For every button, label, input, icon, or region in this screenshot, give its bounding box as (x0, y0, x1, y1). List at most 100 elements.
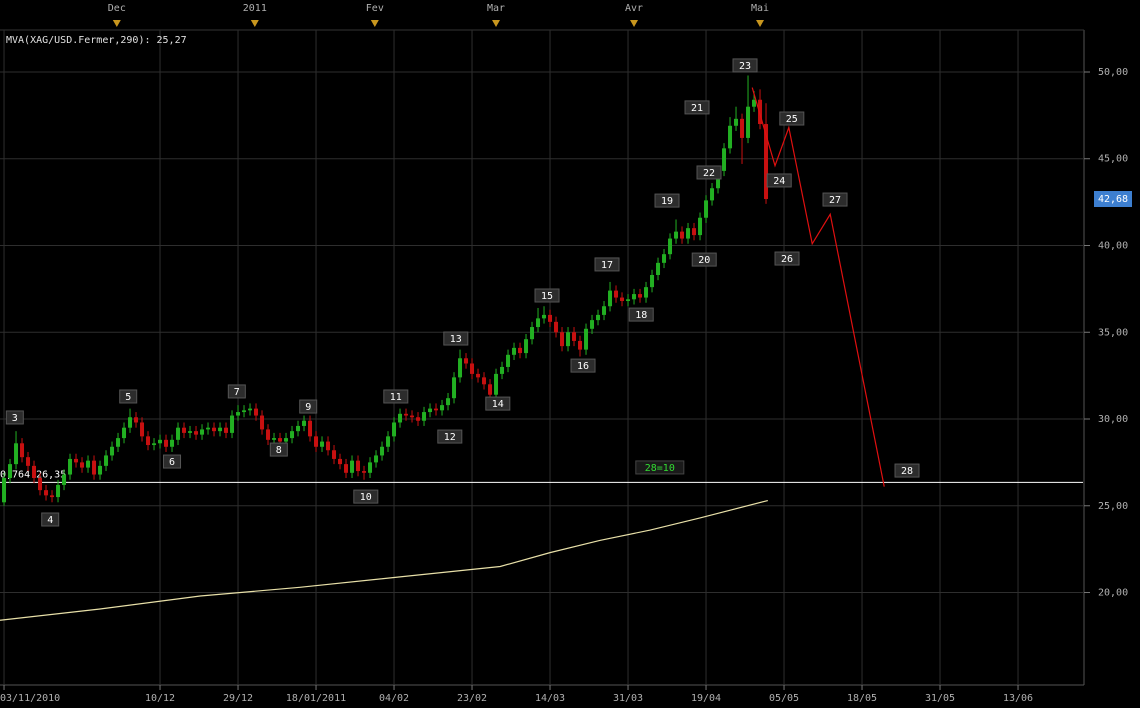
candle-body (158, 439, 163, 444)
candle-body (518, 347, 523, 354)
candle-body (428, 408, 433, 413)
x-tick-label: 23/02 (457, 693, 487, 704)
candle-body (32, 465, 37, 479)
candle-body (728, 125, 733, 149)
note-label: 28=10 (645, 463, 675, 474)
wave-label: 16 (577, 361, 589, 372)
candle-body (716, 170, 721, 189)
wave-label: 20 (698, 255, 710, 266)
candle-body (680, 231, 685, 239)
x-tick-label: 13/06 (1003, 693, 1033, 704)
wave-label-box (894, 463, 920, 478)
wave-label: 4 (47, 515, 53, 526)
candle-body (62, 474, 67, 485)
wave-label-box (779, 111, 805, 126)
month-marker (250, 20, 259, 27)
wave-label: 22 (703, 168, 715, 179)
candle-body (128, 417, 133, 428)
wave-label: 10 (360, 492, 372, 503)
candle-body (656, 262, 661, 275)
candle-body (434, 408, 439, 411)
candle-body (302, 420, 307, 426)
x-tick-label: 18/01/2011 (286, 693, 346, 704)
candle-body (482, 377, 487, 385)
x-tick-label: 03/11/2010 (0, 693, 60, 704)
candle-body (362, 471, 367, 473)
wave-label-box (684, 100, 710, 115)
candle-body (734, 118, 739, 126)
candle-body (254, 408, 259, 416)
wave-label: 27 (829, 195, 841, 206)
candle-body (470, 363, 475, 374)
wave-label-box (5, 410, 24, 425)
candle-body (584, 328, 589, 350)
candle-body (338, 458, 343, 465)
candle-body (98, 465, 103, 475)
candle-body (578, 340, 583, 350)
y-tick-label: 20,00 (1098, 588, 1128, 599)
wave-label-box (119, 389, 138, 404)
candle-body (242, 410, 247, 413)
candle-body (194, 431, 199, 435)
y-tick-label: 50,00 (1098, 67, 1128, 78)
month-label: 2011 (243, 3, 267, 14)
candle-body (758, 99, 763, 125)
candle-body (218, 427, 223, 432)
candle-body (638, 294, 643, 298)
candle-body (230, 415, 235, 433)
candle-body (248, 408, 253, 411)
candle-body (614, 290, 619, 298)
candle-body (404, 413, 409, 416)
candle-body (224, 427, 229, 433)
month-label: Fev (366, 3, 384, 14)
candle-body (416, 417, 421, 421)
month-marker (756, 20, 765, 27)
wave-label: 12 (444, 432, 456, 443)
candle-body (410, 415, 415, 418)
candle-body (278, 438, 283, 442)
candle-body (14, 443, 19, 465)
candle-body (446, 398, 451, 406)
candle-body (698, 217, 703, 236)
candle-body (314, 436, 319, 447)
candle-body (602, 306, 607, 315)
candle-body (590, 320, 595, 329)
x-tick-label: 18/05 (847, 693, 877, 704)
candle-body (740, 118, 745, 138)
x-tick-label: 31/05 (925, 693, 955, 704)
candle-body (554, 321, 559, 333)
wave-label: 26 (781, 254, 793, 265)
candle-body (632, 294, 637, 300)
wave-label: 9 (305, 402, 311, 413)
month-label: Mar (487, 3, 505, 14)
wave-label: 24 (773, 176, 785, 187)
wave-label-box (628, 307, 654, 322)
candle-body (608, 290, 613, 307)
candle-body (374, 455, 379, 463)
candle-body (44, 490, 49, 496)
candle-body (488, 384, 493, 395)
candle-body (566, 332, 571, 347)
last-price-tag (1094, 190, 1132, 207)
candle-body (92, 460, 97, 475)
candle-body (746, 106, 751, 138)
candle-body (110, 446, 115, 456)
candle-body (200, 429, 205, 435)
candle-body (74, 458, 79, 463)
candle-body (452, 377, 457, 399)
candle-body (710, 188, 715, 201)
y-tick-label: 30,00 (1098, 414, 1128, 425)
x-tick-label: 05/05 (769, 693, 799, 704)
candle-body (422, 412, 427, 421)
wave-label-box (654, 193, 680, 208)
wave-label-box (822, 192, 848, 207)
wave-label-box (696, 165, 722, 180)
candle-body (266, 429, 271, 440)
wave-label-box (227, 384, 246, 399)
candle-body (500, 366, 505, 374)
candle-body (692, 228, 697, 236)
candle-body (26, 457, 31, 466)
last-price-label: 42,68 (1098, 194, 1128, 205)
x-tick-label: 31/03 (613, 693, 643, 704)
wave-label: 5 (125, 392, 131, 403)
